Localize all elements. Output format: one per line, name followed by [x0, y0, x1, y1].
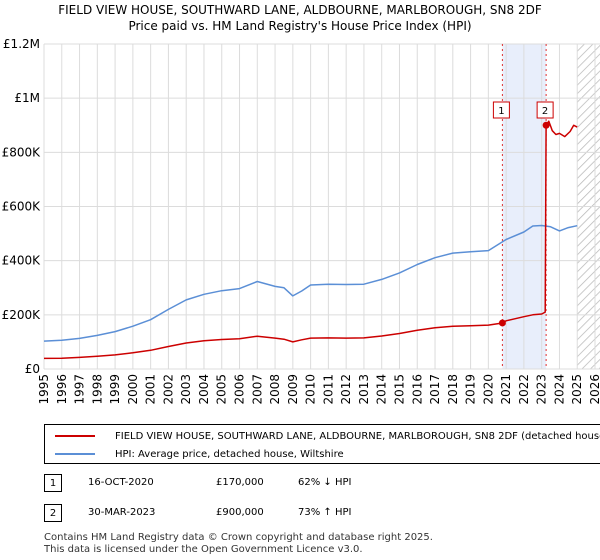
- sale-price: £900,000: [216, 507, 264, 518]
- x-tick-label: 1999: [108, 374, 122, 405]
- sale-row-1: 1 16-OCT-2020 £170,000 62% ↓ HPI: [44, 474, 600, 494]
- chart-subtitle: Price paid vs. HM Land Registry's House …: [128, 19, 471, 33]
- sale-marker-badge: 1: [44, 474, 62, 492]
- x-tick-label: 2012: [339, 374, 353, 405]
- sale-1-label-box: [492, 101, 510, 119]
- legend-swatch-property: [55, 435, 95, 437]
- x-tick-label: 2008: [268, 374, 282, 405]
- x-tick-label: 2006: [233, 374, 247, 405]
- sale-marker-badge: 2: [44, 504, 62, 522]
- y-tick-label: £0: [25, 362, 40, 376]
- x-tick-label: 2013: [357, 374, 371, 405]
- y-tick-label: £400K: [2, 254, 42, 268]
- legend: FIELD VIEW HOUSE, SOUTHWARD LANE, ALDBOU…: [44, 424, 600, 464]
- sale-row-2: 2 30-MAR-2023 £900,000 73% ↑ HPI: [44, 504, 600, 524]
- legend-label-property: FIELD VIEW HOUSE, SOUTHWARD LANE, ALDBOU…: [115, 430, 600, 442]
- x-tick-label: 2010: [304, 374, 318, 405]
- x-tick-label: 1998: [90, 374, 104, 405]
- x-tick-label: 2000: [126, 374, 140, 405]
- footer-attribution: Contains HM Land Registry data © Crown c…: [44, 532, 433, 556]
- x-tick-label: 2019: [464, 374, 478, 405]
- legend-swatch-hpi: [55, 453, 95, 455]
- x-tick-label: 2023: [535, 374, 549, 405]
- x-tick-label: 2003: [179, 374, 193, 405]
- sale-2-label: 2: [542, 106, 548, 117]
- hpi-series-line: [43, 224, 578, 342]
- x-tick-label: 2016: [410, 374, 424, 405]
- x-tick-label: 2025: [570, 374, 584, 405]
- x-tick-label: 2015: [392, 374, 406, 405]
- x-tick-label: 1997: [73, 374, 87, 405]
- x-tick-label: 2024: [552, 374, 566, 405]
- y-tick-label: £200K: [2, 308, 42, 322]
- footer-line-1: Contains HM Land Registry data © Crown c…: [44, 532, 433, 543]
- sale-price: £170,000: [216, 477, 264, 488]
- x-tick-label: 2018: [446, 374, 460, 405]
- legend-label-hpi: HPI: Average price, detached house, Wilt…: [115, 448, 344, 460]
- x-tick-label: 2001: [144, 374, 158, 405]
- x-tick-label: 2005: [215, 374, 229, 405]
- x-tick-label: 2022: [517, 374, 531, 405]
- sale-1-label: 1: [498, 106, 504, 117]
- x-tick-label: 2014: [375, 374, 389, 405]
- sale-2-point: [542, 121, 550, 129]
- legend-item-property: FIELD VIEW HOUSE, SOUTHWARD LANE, ALDBOU…: [45, 427, 600, 445]
- y-tick-label: £1M: [14, 91, 40, 105]
- x-tick-label: 2020: [481, 374, 495, 405]
- sale-date: 16-OCT-2020: [88, 477, 154, 488]
- x-tick-label: 2021: [499, 374, 513, 405]
- x-tick-label: 2004: [197, 374, 211, 405]
- legend-item-hpi: HPI: Average price, detached house, Wilt…: [45, 445, 344, 463]
- x-tick-label: 1995: [37, 374, 51, 405]
- footer-line-2: This data is licensed under the Open Gov…: [44, 544, 363, 555]
- y-tick-label: £1.2M: [3, 37, 40, 51]
- x-tick-label: 2017: [428, 374, 442, 405]
- x-tick-label: 2002: [161, 374, 175, 405]
- sale-1-point: [498, 319, 506, 327]
- price-chart: FIELD VIEW HOUSE, SOUTHWARD LANE, ALDBOU…: [2, 3, 600, 405]
- sale-hpi-comparison: 62% ↓ HPI: [298, 477, 352, 488]
- x-tick-label: 2007: [250, 374, 264, 405]
- y-tick-label: £600K: [2, 200, 42, 214]
- y-tick-label: £800K: [2, 145, 42, 159]
- x-tick-label: 2011: [321, 374, 335, 405]
- chart-title: FIELD VIEW HOUSE, SOUTHWARD LANE, ALDBOU…: [58, 3, 542, 17]
- sale-date: 30-MAR-2023: [88, 507, 156, 518]
- x-tick-label: 2026: [588, 374, 600, 405]
- property-series-line: [43, 120, 578, 360]
- x-tick-label: 1996: [55, 374, 69, 405]
- x-tick-label: 2009: [286, 374, 300, 405]
- sale-2-label-box: [536, 101, 554, 119]
- sale-hpi-comparison: 73% ↑ HPI: [298, 507, 352, 518]
